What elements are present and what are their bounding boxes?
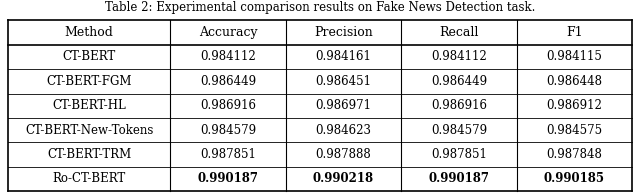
Text: CT-BERT-FGM: CT-BERT-FGM xyxy=(46,75,132,88)
Text: Precision: Precision xyxy=(314,26,372,39)
Text: 0.986916: 0.986916 xyxy=(200,99,256,112)
Text: CT-BERT-New-Tokens: CT-BERT-New-Tokens xyxy=(25,124,154,137)
Text: 0.990185: 0.990185 xyxy=(544,172,605,185)
Text: 0.984579: 0.984579 xyxy=(431,124,487,137)
Text: Accuracy: Accuracy xyxy=(198,26,257,39)
Text: 0.986449: 0.986449 xyxy=(431,75,487,88)
Text: Recall: Recall xyxy=(439,26,479,39)
Text: Method: Method xyxy=(65,26,113,39)
Text: 0.986449: 0.986449 xyxy=(200,75,256,88)
Text: 0.987888: 0.987888 xyxy=(316,148,371,161)
Text: F1: F1 xyxy=(566,26,582,39)
Text: Table 2: Experimental comparison results on Fake News Detection task.: Table 2: Experimental comparison results… xyxy=(105,1,535,14)
Text: 0.984115: 0.984115 xyxy=(547,51,602,63)
Text: CT-BERT-TRM: CT-BERT-TRM xyxy=(47,148,131,161)
Text: 0.984161: 0.984161 xyxy=(316,51,371,63)
Text: 0.986451: 0.986451 xyxy=(316,75,371,88)
Text: CT-BERT-HL: CT-BERT-HL xyxy=(52,99,126,112)
Text: 0.990218: 0.990218 xyxy=(313,172,374,185)
Text: 0.984112: 0.984112 xyxy=(200,51,256,63)
Text: 0.987851: 0.987851 xyxy=(431,148,487,161)
Text: CT-BERT: CT-BERT xyxy=(63,51,116,63)
Text: 0.984623: 0.984623 xyxy=(316,124,371,137)
Text: 0.990187: 0.990187 xyxy=(198,172,259,185)
Text: 0.984579: 0.984579 xyxy=(200,124,256,137)
Text: 0.987851: 0.987851 xyxy=(200,148,256,161)
Text: Ro-CT-BERT: Ro-CT-BERT xyxy=(52,172,125,185)
Text: 0.987848: 0.987848 xyxy=(547,148,602,161)
Text: 0.986971: 0.986971 xyxy=(316,99,371,112)
Text: 0.990187: 0.990187 xyxy=(428,172,490,185)
Text: 0.984112: 0.984112 xyxy=(431,51,486,63)
Text: 0.986448: 0.986448 xyxy=(547,75,602,88)
Text: 0.986916: 0.986916 xyxy=(431,99,487,112)
Text: 0.984575: 0.984575 xyxy=(546,124,602,137)
Text: 0.986912: 0.986912 xyxy=(547,99,602,112)
